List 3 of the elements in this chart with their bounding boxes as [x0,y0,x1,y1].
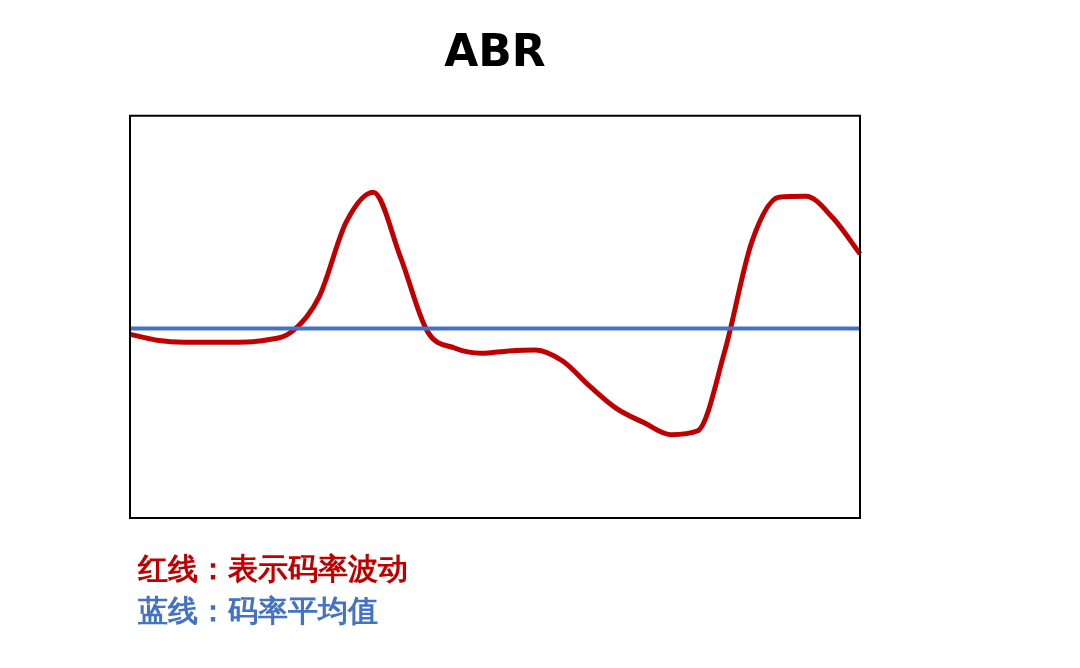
chart-title: ABR [444,24,546,76]
text: 蓝线：码率平均值 [138,592,379,630]
text: 红线：表示码率波动 [138,550,409,588]
